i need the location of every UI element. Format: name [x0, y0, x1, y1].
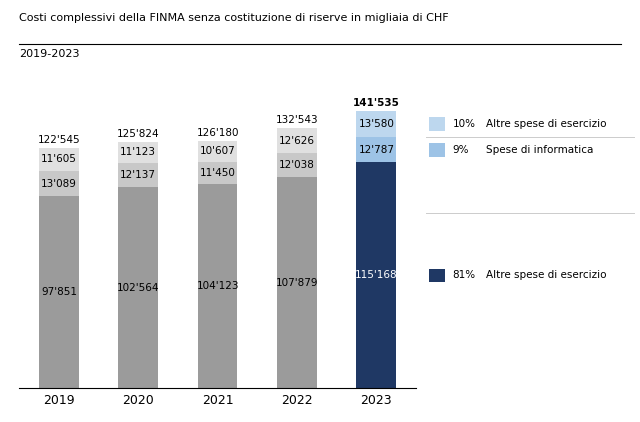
Text: 10'607: 10'607 — [200, 146, 236, 156]
Bar — [39, 171, 79, 196]
Text: 104'123: 104'123 — [196, 281, 239, 291]
Bar — [277, 128, 317, 153]
Bar — [198, 141, 237, 162]
Bar — [118, 163, 158, 187]
Bar — [118, 187, 158, 388]
Text: 141'535: 141'535 — [353, 98, 400, 108]
Text: 107'879: 107'879 — [276, 278, 318, 287]
Text: 97'851: 97'851 — [41, 287, 77, 298]
Bar — [198, 162, 237, 184]
Text: Costi complessivi della FINMA senza costituzione di riserve in migliaia di CHF: Costi complessivi della FINMA senza cost… — [19, 13, 449, 23]
Text: 11'605: 11'605 — [41, 154, 77, 165]
Text: 12'787: 12'787 — [358, 145, 394, 155]
Text: 132'543: 132'543 — [276, 116, 318, 125]
Bar — [277, 177, 317, 388]
Text: 12'137: 12'137 — [120, 170, 156, 180]
Text: Spese di informatica: Spese di informatica — [486, 145, 594, 155]
Text: 13'089: 13'089 — [41, 179, 77, 189]
Bar — [39, 196, 79, 388]
Text: 122'545: 122'545 — [38, 135, 80, 145]
Text: 13'580: 13'580 — [358, 119, 394, 129]
Bar — [277, 153, 317, 177]
Text: 125'824: 125'824 — [117, 129, 159, 139]
Text: 11'450: 11'450 — [200, 168, 236, 178]
Text: 81%: 81% — [452, 271, 476, 280]
Text: 126'180: 126'180 — [196, 128, 239, 138]
Text: 11'123: 11'123 — [120, 148, 156, 157]
Bar — [356, 111, 396, 138]
Bar — [118, 142, 158, 163]
Text: 2019-2023: 2019-2023 — [19, 49, 80, 59]
Bar — [356, 138, 396, 162]
Text: Altre spese di esercizio: Altre spese di esercizio — [486, 119, 607, 129]
Text: 12'626: 12'626 — [279, 136, 315, 146]
Text: 9%: 9% — [452, 145, 469, 155]
Text: 10%: 10% — [452, 119, 476, 129]
Text: 115'168: 115'168 — [355, 271, 397, 280]
Bar — [39, 148, 79, 171]
Bar — [198, 184, 237, 388]
Text: 12'038: 12'038 — [279, 160, 315, 170]
Text: Altre spese di esercizio: Altre spese di esercizio — [486, 271, 607, 280]
Bar — [356, 162, 396, 388]
Text: 102'564: 102'564 — [117, 283, 159, 293]
